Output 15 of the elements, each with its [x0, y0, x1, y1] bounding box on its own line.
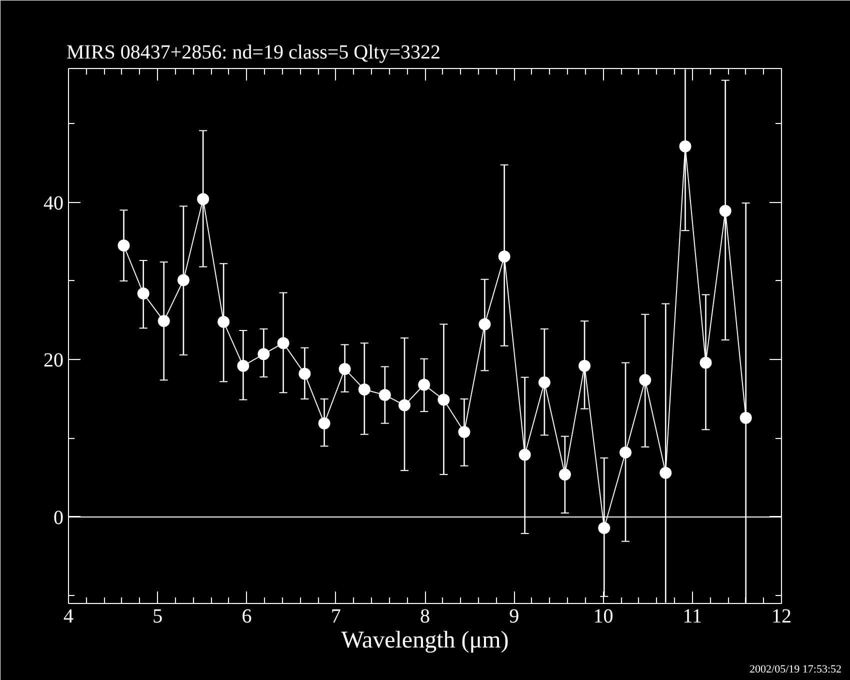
text: 2002/05/19 17:53:52	[750, 664, 842, 676]
y-tick-label: 20	[44, 350, 64, 372]
x-tick-label: 7	[330, 606, 341, 628]
y-tick-label: 40	[44, 192, 64, 214]
x-tick-label: 9	[509, 606, 520, 628]
x-tick-label: 8	[420, 606, 430, 628]
x-tick-label: 10	[593, 606, 614, 628]
x-tick-label: 11	[682, 606, 702, 628]
x-axis-title: Wavelength (μm)	[341, 628, 509, 654]
y-tick-label: 0	[54, 506, 64, 529]
x-tick-label: 5	[152, 606, 163, 628]
chart-title: MIRS 08437+2856: nd=19 class=5 Qlty=3322	[66, 42, 441, 64]
x-tick-label: 12	[772, 606, 792, 628]
x-tick-label: 4	[64, 606, 74, 628]
x-tick-label: 6	[242, 606, 252, 628]
